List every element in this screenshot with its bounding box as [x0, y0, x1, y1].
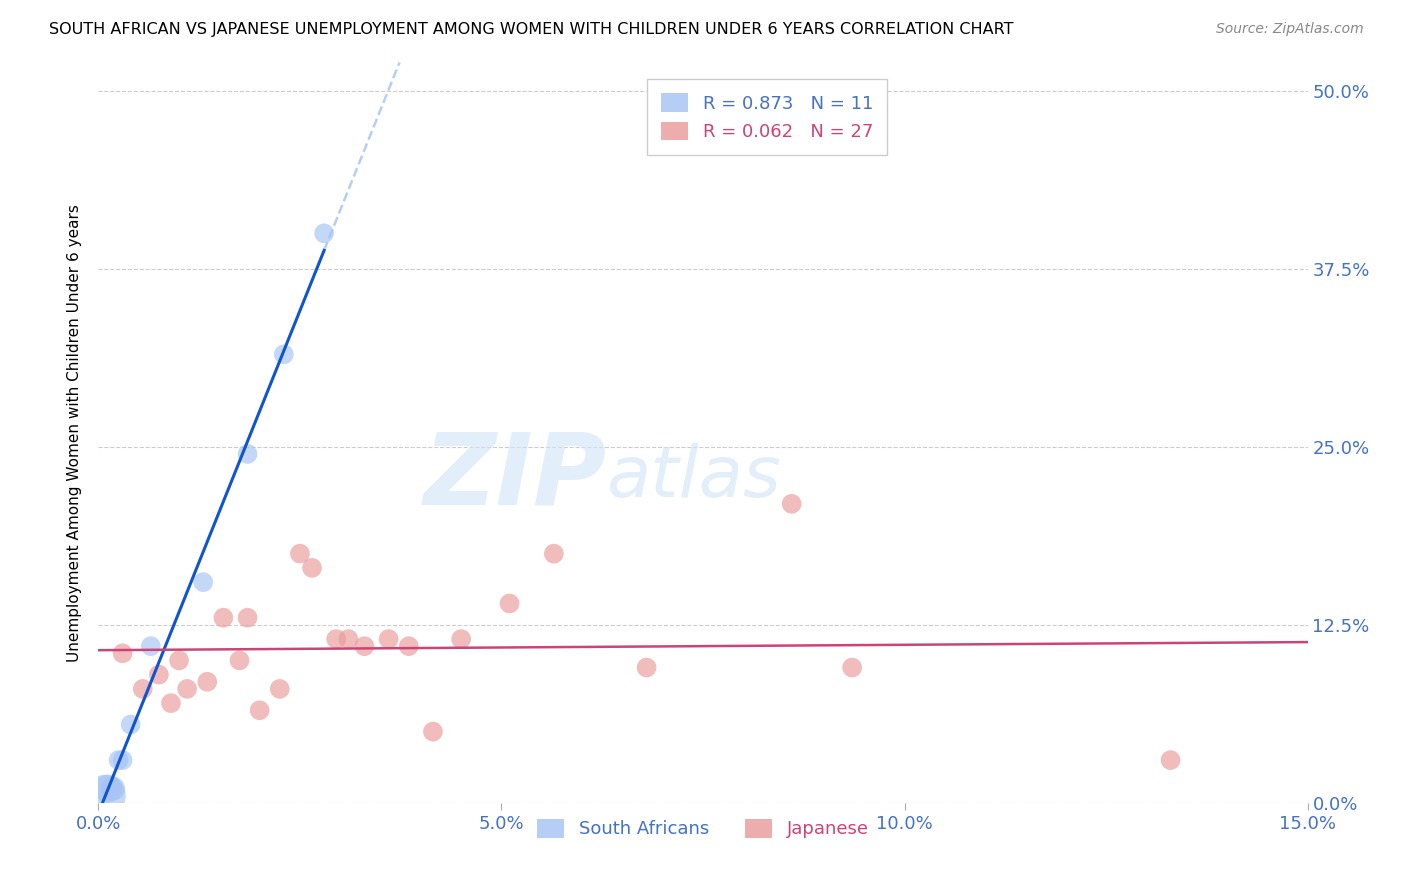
Point [301, 561, 323, 575]
Point [111, 646, 134, 660]
Text: SOUTH AFRICAN VS JAPANESE UNEMPLOYMENT AMONG WOMEN WITH CHILDREN UNDER 6 YEARS C: SOUTH AFRICAN VS JAPANESE UNEMPLOYMENT A… [49, 22, 1014, 37]
Point [167, 653, 190, 667]
Text: ZIP: ZIP [423, 428, 606, 525]
Point [236, 447, 259, 461]
Point [212, 610, 235, 624]
Point [543, 547, 565, 561]
Point [1160, 753, 1182, 767]
Y-axis label: Unemployment Among Women with Children Under 6 years: Unemployment Among Women with Children U… [67, 203, 83, 662]
Point [120, 717, 142, 731]
Point [337, 632, 360, 646]
Text: Source: ZipAtlas.com: Source: ZipAtlas.com [1216, 22, 1364, 37]
Point [288, 547, 311, 561]
Legend: South Africans, Japanese: South Africans, Japanese [530, 812, 876, 846]
Point [94, 789, 117, 803]
Point [195, 674, 218, 689]
Point [498, 597, 520, 611]
Point [841, 660, 863, 674]
Point [780, 497, 803, 511]
Point [236, 610, 259, 624]
Point [377, 632, 399, 646]
Point [398, 639, 420, 653]
Point [139, 639, 162, 653]
Point [160, 696, 183, 710]
Point [111, 753, 134, 767]
Point [325, 632, 347, 646]
Point [314, 227, 336, 241]
Point [107, 753, 129, 767]
Point [176, 681, 198, 696]
Point [269, 681, 291, 696]
Point [101, 781, 124, 796]
Point [228, 653, 250, 667]
Point [636, 660, 658, 674]
Point [422, 724, 444, 739]
Point [193, 575, 215, 590]
Point [148, 667, 170, 681]
Text: atlas: atlas [606, 442, 780, 511]
Point [273, 347, 295, 361]
Point [450, 632, 472, 646]
Point [249, 703, 271, 717]
Point [97, 781, 120, 796]
Point [353, 639, 375, 653]
Point [132, 681, 155, 696]
